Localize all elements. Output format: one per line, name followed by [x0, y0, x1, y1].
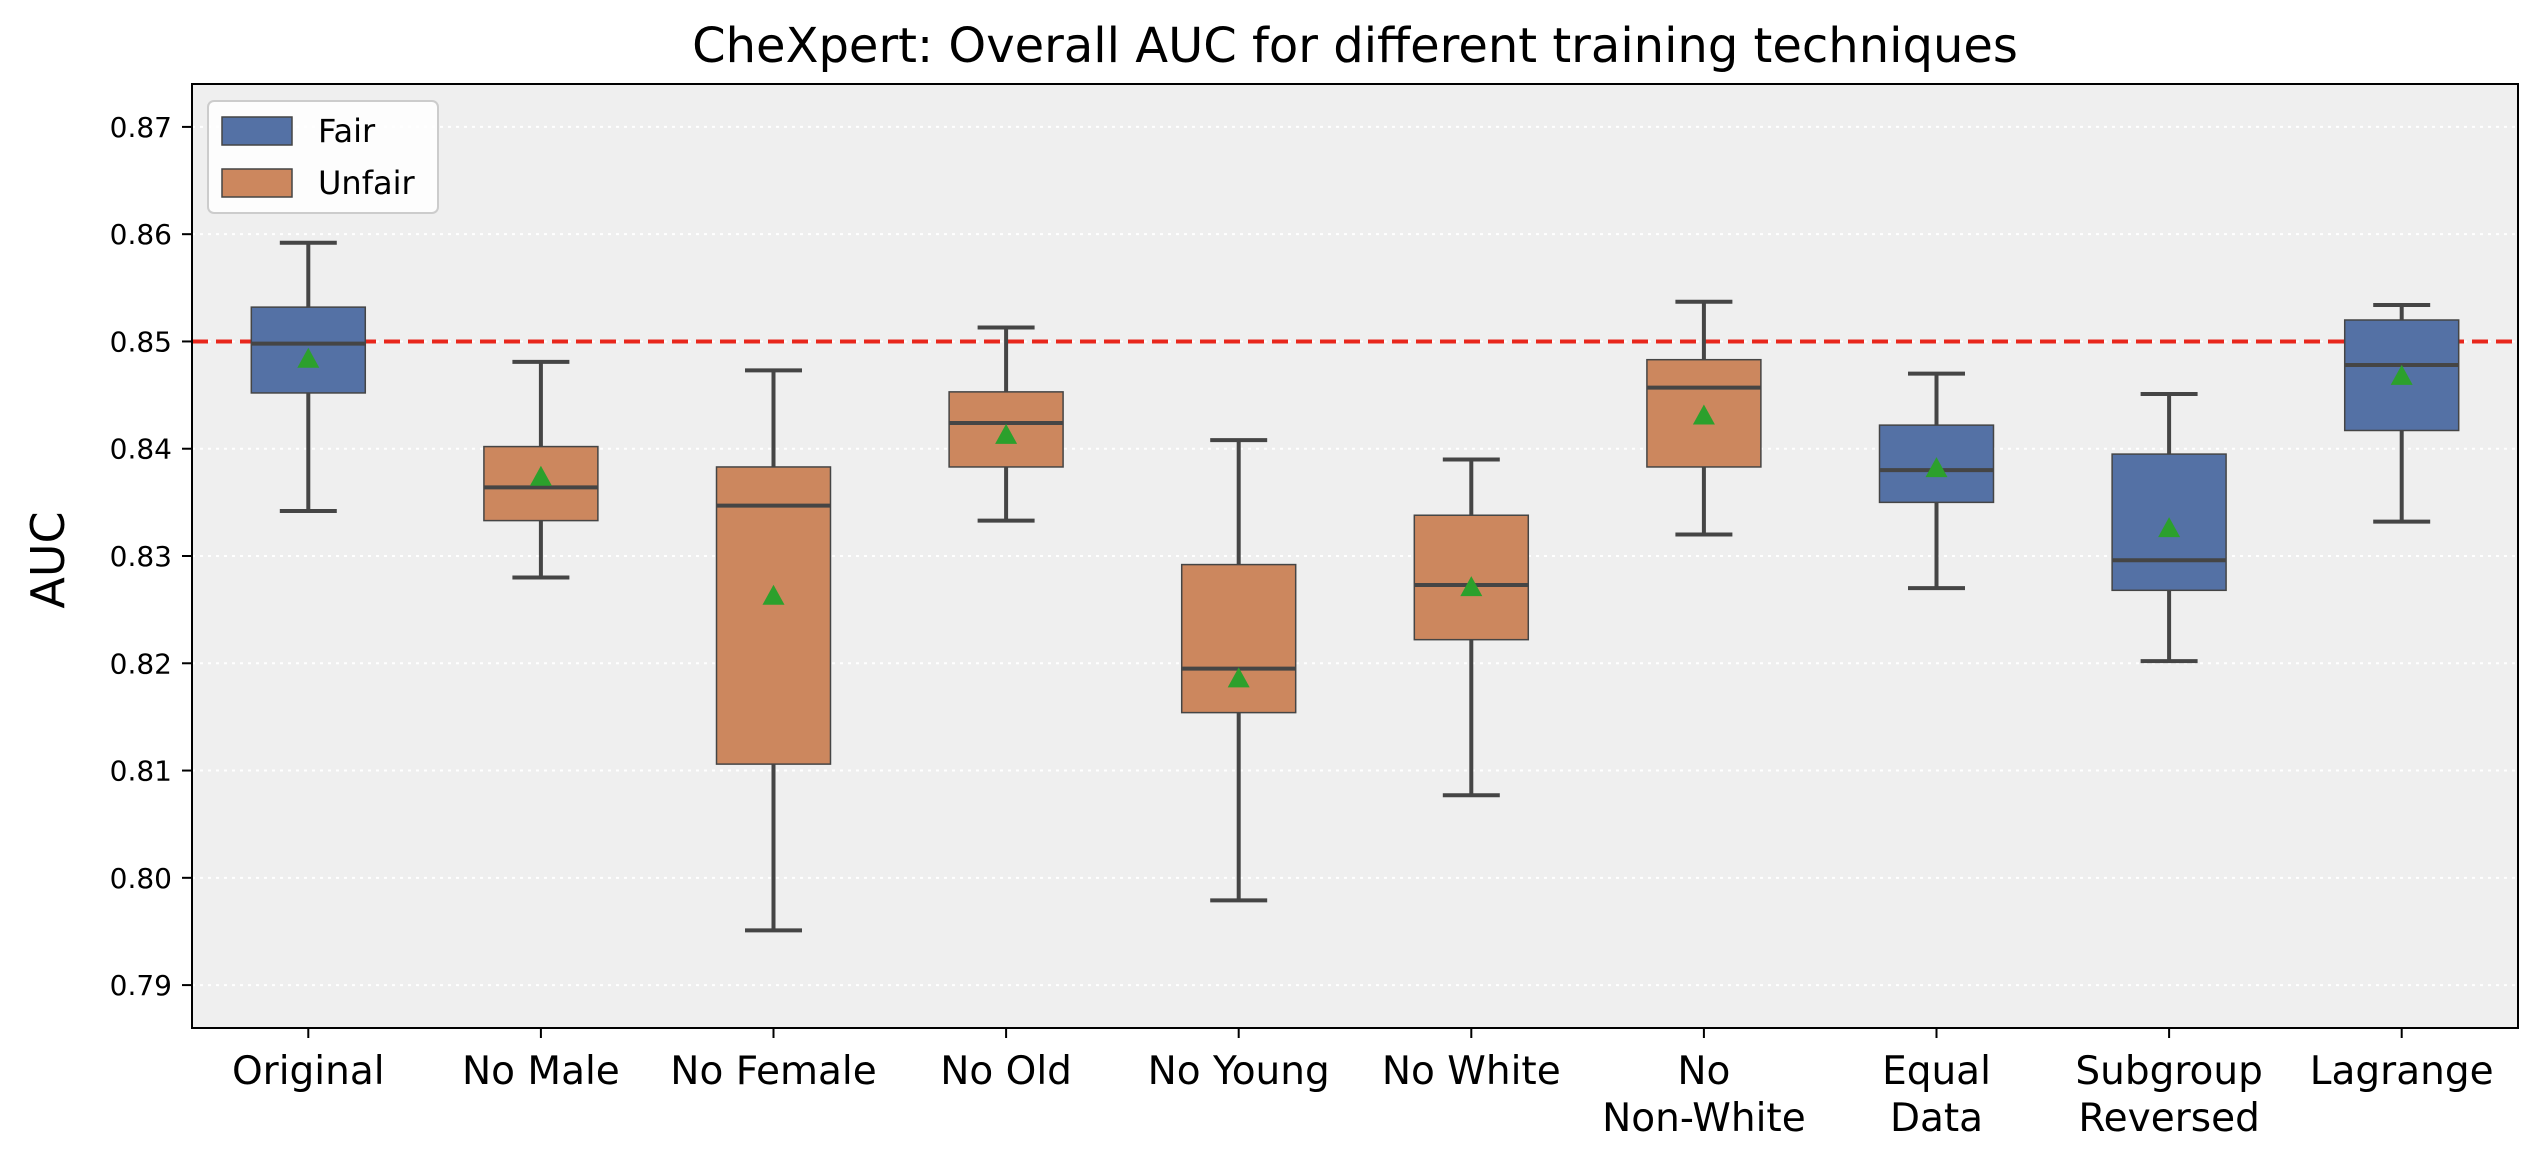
x-tick-label: No Male [462, 1049, 620, 1094]
box-group [948, 325, 1064, 523]
x-tick-label: No Young [1148, 1049, 1330, 1094]
box-group [2111, 392, 2227, 664]
boxes-layer [250, 240, 2460, 933]
y-tick-label: 0.85 [110, 325, 172, 358]
iqr-box [715, 466, 832, 765]
mean-marker [297, 347, 320, 368]
x-tick-label: Data [1890, 1096, 1983, 1141]
x-tick-label: Reversed [2078, 1096, 2260, 1141]
x-tick-label: Original [232, 1049, 385, 1094]
x-tick-label: No [1677, 1049, 1730, 1094]
y-tick-label: 0.81 [110, 755, 172, 788]
mean-marker [2390, 364, 2413, 385]
y-axis-title: AUC [21, 511, 75, 608]
box-group [483, 359, 599, 580]
y-tick-label: 0.86 [110, 218, 172, 251]
iqr-box [2343, 319, 2460, 432]
box-group [2343, 302, 2460, 524]
legend-label: Fair [318, 112, 376, 150]
x-tick-label: No Female [670, 1049, 876, 1094]
x-tick-label: Subgroup [2075, 1049, 2263, 1094]
x-tick-label: Non-White [1602, 1096, 1806, 1141]
box-group [1413, 457, 1530, 798]
y-axis-ticks: 0.79 0.80 0.81 0.82 0.83 0.84 0.85 0.86 0.87 [110, 111, 192, 1002]
y-tick-label: 0.84 [110, 433, 172, 466]
mean-marker [2158, 517, 2181, 538]
mean-marker [995, 423, 1018, 444]
box-group [1878, 371, 1995, 591]
box-group [250, 240, 367, 513]
x-tick-label: No Old [940, 1049, 1072, 1094]
mean-marker [1460, 576, 1483, 597]
x-tick-label: No White [1382, 1049, 1561, 1094]
box-group [1180, 438, 1297, 903]
box-group [1646, 299, 1762, 537]
legend-label: Unfair [318, 164, 415, 202]
y-tick-label: 0.87 [110, 111, 172, 144]
chart-title: CheXpert: Overall AUC for different trai… [692, 18, 2018, 74]
box-group [715, 368, 832, 933]
legend-swatch [221, 168, 293, 198]
mean-marker [1692, 404, 1715, 425]
x-tick-label: Equal [1882, 1049, 1991, 1094]
x-tick-label: Lagrange [2310, 1049, 2494, 1094]
x-axis-ticks: Original No Male No Female No Old No Young No… [232, 1028, 2494, 1141]
iqr-box [1180, 563, 1297, 714]
legend-swatch [221, 116, 293, 146]
y-tick-label: 0.83 [110, 540, 172, 573]
mean-marker [529, 465, 552, 486]
legend: Fair Unfair [207, 100, 439, 214]
y-tick-label: 0.79 [110, 969, 172, 1002]
y-tick-label: 0.82 [110, 647, 172, 680]
mean-marker [762, 584, 785, 605]
mean-marker [1925, 457, 1948, 478]
y-tick-label: 0.80 [110, 862, 172, 895]
mean-marker [1227, 667, 1250, 688]
